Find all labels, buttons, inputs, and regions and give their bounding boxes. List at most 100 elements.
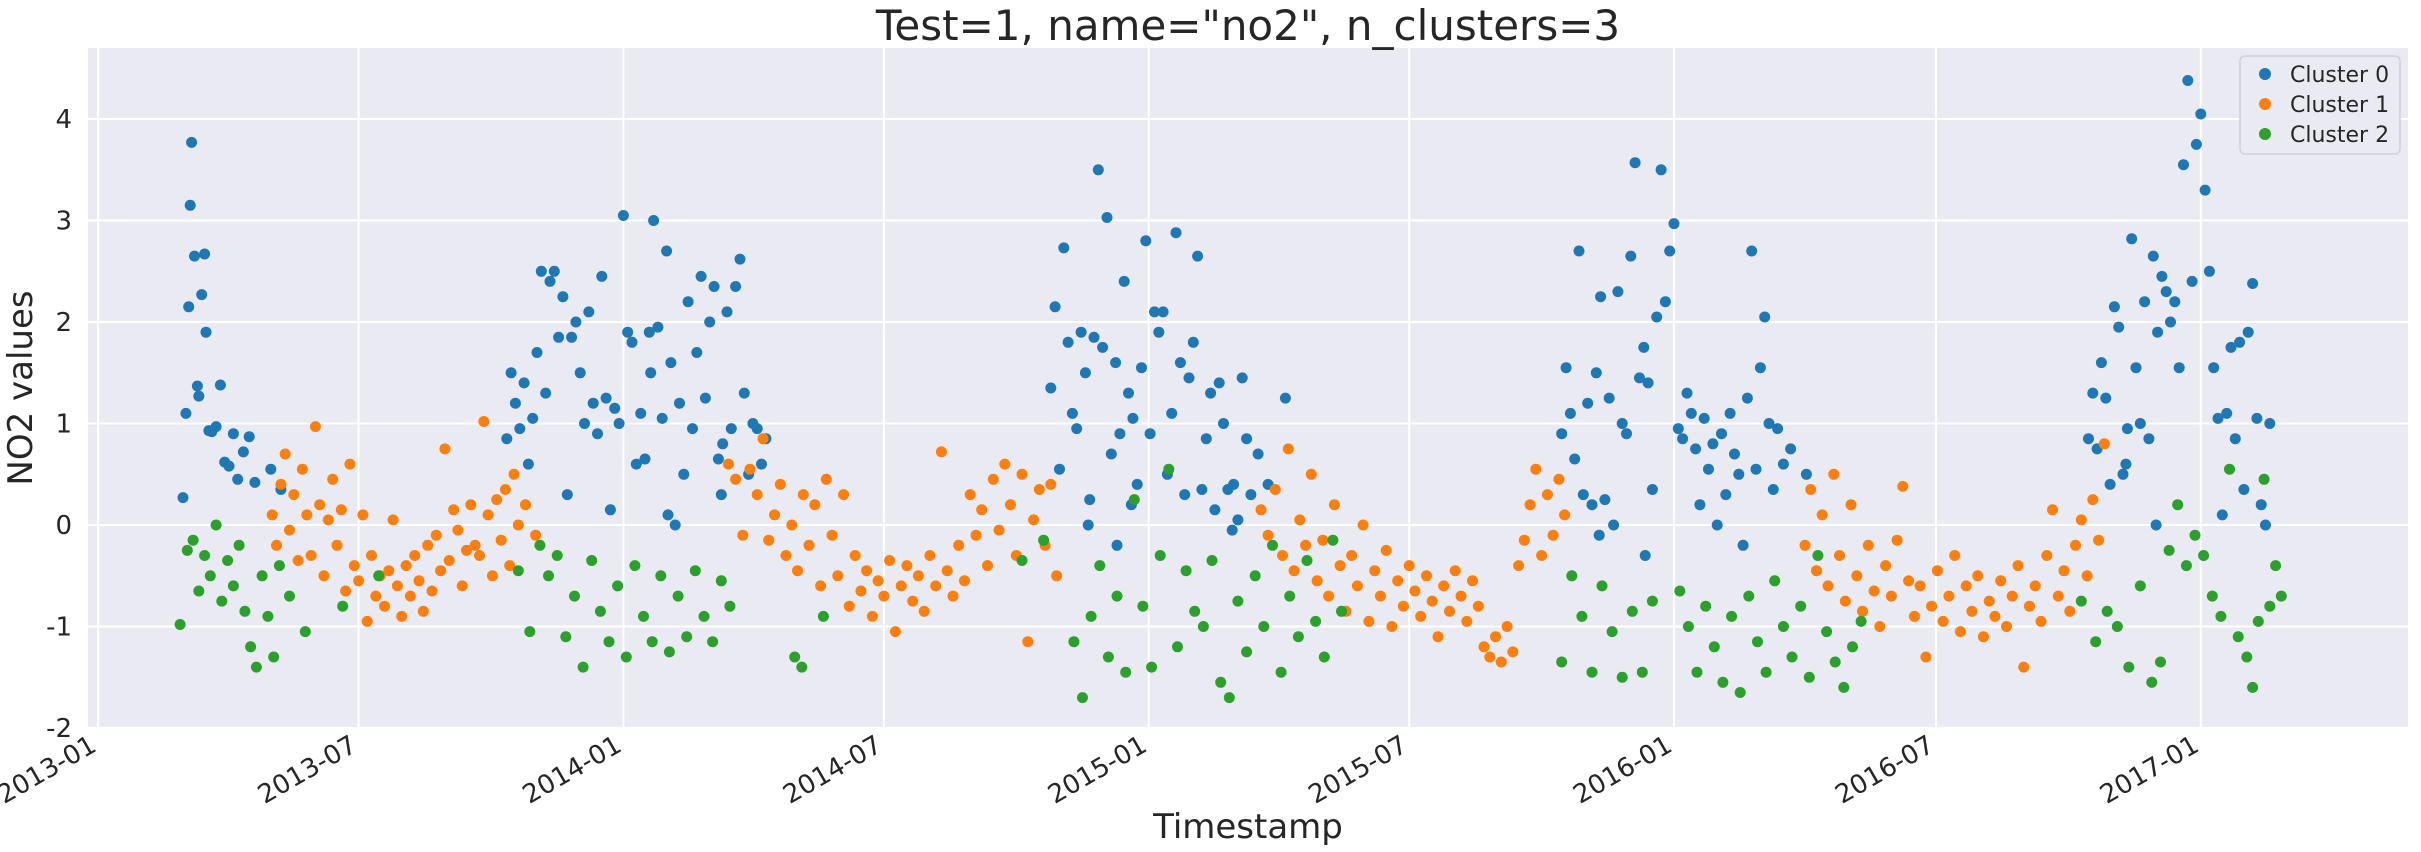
data-point	[474, 550, 485, 561]
data-point	[878, 590, 890, 602]
data-point	[1800, 468, 1812, 480]
data-point	[1028, 514, 1040, 526]
data-point	[1501, 621, 1513, 632]
data-point	[435, 565, 447, 577]
data-point	[2075, 514, 2087, 526]
data-point	[1767, 484, 1779, 495]
data-point	[370, 590, 382, 602]
data-point	[1131, 478, 1143, 490]
data-point	[223, 460, 235, 472]
data-point	[1205, 387, 1217, 399]
data-point	[1786, 651, 1798, 663]
data-point	[2075, 595, 2087, 607]
data-point	[512, 519, 524, 531]
data-point	[1346, 550, 1358, 561]
x-tick-label: 2013-07	[253, 730, 362, 810]
data-point	[1144, 428, 1156, 440]
data-point	[544, 275, 556, 287]
data-point	[181, 544, 193, 556]
data-point	[843, 600, 855, 612]
data-point	[681, 631, 693, 643]
data-point	[1421, 570, 1432, 582]
data-point	[1363, 615, 1375, 627]
data-point	[1051, 570, 1063, 582]
data-point	[1369, 565, 1381, 577]
data-point	[1777, 458, 1789, 470]
data-point	[2275, 590, 2287, 602]
data-point	[439, 443, 451, 455]
data-point	[262, 610, 274, 622]
data-point	[1855, 615, 1867, 627]
data-point	[1461, 615, 1473, 627]
data-point	[866, 610, 878, 622]
data-point	[987, 473, 999, 485]
data-point	[243, 431, 255, 443]
data-point	[1828, 468, 1840, 480]
data-point	[569, 590, 580, 602]
data-point	[296, 463, 308, 475]
data-point	[233, 539, 245, 551]
data-point	[1711, 519, 1723, 531]
data-point	[508, 468, 520, 480]
data-point	[1153, 326, 1165, 338]
data-point	[417, 605, 429, 617]
data-point	[820, 473, 832, 485]
data-point	[193, 585, 205, 597]
data-point	[1799, 539, 1811, 551]
data-point	[1536, 550, 1548, 561]
data-point	[2139, 296, 2151, 308]
data-point	[1885, 590, 1897, 602]
data-point	[469, 539, 481, 551]
data-point	[1120, 666, 1132, 678]
data-point	[1157, 306, 1169, 318]
data-point	[2264, 600, 2276, 612]
legend-marker-cluster-0	[2259, 68, 2271, 80]
data-point	[704, 316, 716, 328]
data-point	[2206, 590, 2218, 602]
data-point	[2047, 504, 2058, 516]
data-point	[1777, 621, 1789, 632]
data-point	[1357, 519, 1369, 531]
data-point	[724, 600, 736, 612]
data-point	[1478, 641, 1490, 653]
data-point	[1803, 671, 1815, 683]
data-point	[1118, 275, 1130, 287]
data-point	[2120, 458, 2132, 470]
data-point	[1812, 550, 1824, 561]
data-point	[849, 550, 861, 561]
data-point	[1071, 423, 1083, 435]
data-point	[2260, 519, 2271, 531]
data-point	[2225, 341, 2237, 353]
data-point	[2198, 550, 2210, 561]
data-point	[1092, 164, 1104, 176]
data-point	[1323, 590, 1335, 602]
data-point	[1513, 560, 1525, 572]
data-point	[1232, 595, 1244, 607]
data-point	[1708, 641, 1720, 653]
data-point	[1960, 580, 1972, 592]
data-point	[1707, 438, 1719, 450]
data-point	[2100, 392, 2112, 404]
data-point	[1616, 671, 1628, 683]
data-point	[643, 326, 655, 338]
legend-box	[2239, 55, 2401, 155]
data-point	[199, 248, 211, 260]
data-point	[1811, 565, 1822, 577]
data-point	[2247, 278, 2259, 289]
data-point	[512, 565, 524, 577]
data-point	[1146, 661, 1158, 673]
data-point	[721, 306, 733, 318]
data-point	[570, 316, 582, 328]
x-tick-label: 2017-01	[2095, 730, 2204, 810]
data-point	[2216, 509, 2228, 521]
data-point	[1733, 468, 1745, 480]
data-point	[1380, 544, 1392, 556]
data-point	[505, 367, 517, 379]
data-point	[638, 610, 649, 622]
data-point	[2224, 463, 2235, 475]
data-point	[292, 555, 304, 566]
data-point	[1310, 615, 1322, 627]
data-point	[751, 423, 763, 435]
data-point	[309, 421, 321, 433]
data-point	[1245, 489, 1257, 501]
